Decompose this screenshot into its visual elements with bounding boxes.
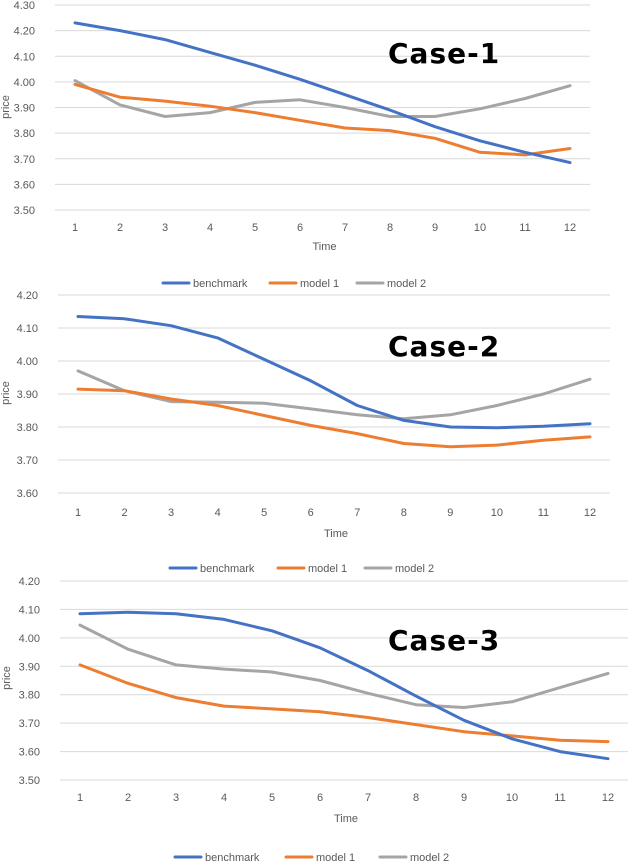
series-line-model-2 bbox=[78, 623, 610, 709]
x-tick-label: 11 bbox=[519, 222, 530, 234]
y-tick-label: 3.60 bbox=[17, 488, 38, 500]
y-tick-label: 4.10 bbox=[19, 604, 40, 616]
y-tick-label: 4.10 bbox=[17, 323, 38, 335]
y-tick-label: 3.50 bbox=[19, 775, 40, 787]
x-tick-label: 3 bbox=[168, 507, 174, 519]
y-tick-label: 4.30 bbox=[14, 0, 35, 12]
legend-label: model 1 bbox=[316, 852, 355, 863]
x-tick-label: 1 bbox=[77, 792, 83, 804]
legend-label: model 2 bbox=[410, 852, 449, 863]
y-tick-label: 4.20 bbox=[14, 26, 35, 38]
x-tick-label: 1 bbox=[72, 222, 78, 234]
x-tick-label: 12 bbox=[564, 222, 576, 234]
legend-label: benchmark bbox=[200, 563, 255, 575]
y-tick-label: 3.70 bbox=[17, 455, 38, 467]
x-tick-label: 2 bbox=[121, 507, 127, 519]
case-title: Case-3 bbox=[388, 624, 500, 657]
legend-label: benchmark bbox=[193, 278, 248, 290]
x-tick-label: 7 bbox=[365, 792, 371, 804]
y-tick-label: 3.60 bbox=[19, 747, 40, 759]
series-line-benchmark bbox=[76, 315, 592, 430]
y-axis-label: price bbox=[0, 95, 12, 119]
case-title: Case-2 bbox=[388, 330, 500, 363]
x-tick-label: 10 bbox=[506, 792, 518, 804]
x-tick-label: 10 bbox=[474, 222, 486, 234]
y-axis-label: price bbox=[1, 666, 13, 690]
y-tick-label: 3.90 bbox=[17, 389, 38, 401]
series-line-benchmark bbox=[78, 610, 610, 761]
x-tick-label: 12 bbox=[584, 507, 596, 519]
case-title: Case-1 bbox=[388, 37, 500, 70]
y-tick-label: 4.00 bbox=[14, 77, 35, 89]
y-tick-label: 4.20 bbox=[17, 290, 38, 302]
x-tick-label: 7 bbox=[342, 222, 348, 234]
y-tick-label: 4.20 bbox=[19, 576, 40, 588]
chart-case-2: 3.603.703.803.904.004.104.201 2 3 4 5 6 7 8 9 10 1… bbox=[0, 290, 610, 575]
x-tick-label: 3 bbox=[173, 792, 179, 804]
x-tick-label: 11 bbox=[538, 507, 549, 519]
series-line-benchmark bbox=[73, 21, 572, 165]
series-line-model-1 bbox=[78, 663, 610, 744]
legend-label: benchmark bbox=[205, 852, 260, 863]
x-tick-label: 5 bbox=[269, 792, 275, 804]
x-tick-label: 7 bbox=[354, 507, 360, 519]
x-axis-label: Time bbox=[312, 241, 336, 253]
series-line-model-1 bbox=[76, 387, 592, 449]
y-tick-label: 4.00 bbox=[17, 356, 38, 368]
y-tick-label: 3.80 bbox=[14, 128, 35, 140]
y-axis-label: price bbox=[0, 381, 12, 405]
x-tick-label: 5 bbox=[252, 222, 258, 234]
legend-label: model 2 bbox=[395, 563, 434, 575]
x-tick-label: 4 bbox=[207, 222, 213, 234]
x-tick-label: 9 bbox=[432, 222, 438, 234]
x-tick-label: 8 bbox=[413, 792, 419, 804]
x-tick-label: 4 bbox=[215, 507, 221, 519]
y-tick-label: 3.50 bbox=[14, 205, 35, 217]
y-tick-label: 3.80 bbox=[17, 422, 38, 434]
x-tick-label: 11 bbox=[554, 792, 565, 804]
legend-label: model 2 bbox=[387, 278, 426, 290]
y-tick-label: 4.10 bbox=[14, 51, 35, 63]
series-line-model-1 bbox=[73, 82, 572, 157]
legend-label: model 1 bbox=[300, 278, 339, 290]
x-tick-label: 6 bbox=[297, 222, 303, 234]
series-line-model-2 bbox=[73, 79, 572, 118]
y-tick-label: 3.70 bbox=[14, 154, 35, 166]
x-tick-label: 3 bbox=[162, 222, 168, 234]
x-tick-label: 8 bbox=[401, 507, 407, 519]
x-tick-label: 6 bbox=[317, 792, 323, 804]
x-tick-label: 2 bbox=[117, 222, 123, 234]
x-tick-label: 5 bbox=[261, 507, 267, 519]
x-tick-label: 8 bbox=[387, 222, 393, 234]
y-tick-label: 3.70 bbox=[19, 718, 40, 730]
x-tick-label: 10 bbox=[491, 507, 503, 519]
x-tick-label: 9 bbox=[447, 507, 453, 519]
x-tick-label: 2 bbox=[125, 792, 131, 804]
series-line-model-2 bbox=[76, 369, 592, 421]
x-axis-label: Time bbox=[324, 528, 348, 540]
x-tick-label: 12 bbox=[602, 792, 614, 804]
x-axis-label: Time bbox=[334, 813, 358, 825]
x-tick-label: 9 bbox=[461, 792, 467, 804]
x-tick-label: 6 bbox=[308, 507, 314, 519]
chart-case-1: 3.503.603.703.803.904.004.104.204.301 2 3 4… bbox=[0, 0, 590, 290]
y-tick-label: 4.00 bbox=[19, 633, 40, 645]
y-tick-label: 3.90 bbox=[19, 661, 40, 673]
x-tick-label: 1 bbox=[75, 507, 81, 519]
y-tick-label: 3.60 bbox=[14, 179, 35, 191]
y-tick-label: 3.80 bbox=[19, 690, 40, 702]
y-tick-label: 3.90 bbox=[14, 103, 35, 115]
x-tick-label: 4 bbox=[221, 792, 227, 804]
legend-label: model 1 bbox=[308, 563, 347, 575]
chart-case-3: 3.503.603.703.803.904.004.104.201 2 3 4 5 6 7 8… bbox=[1, 576, 628, 863]
